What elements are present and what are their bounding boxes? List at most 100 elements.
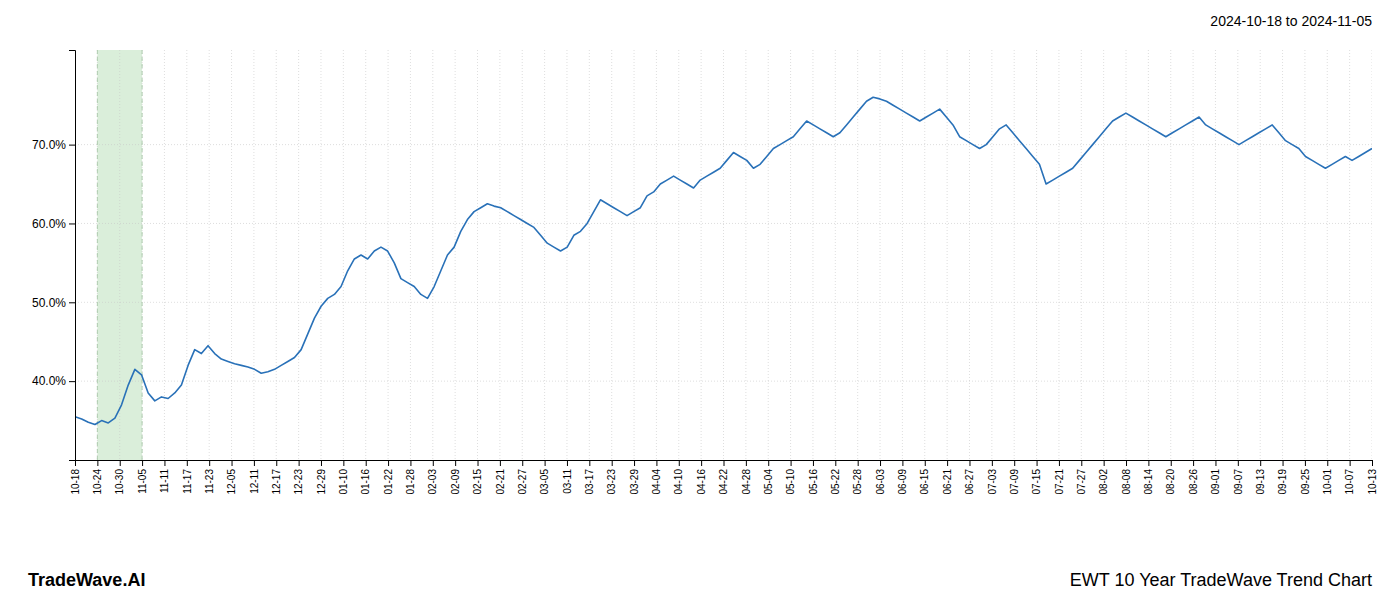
x-tick-mark — [992, 460, 993, 466]
x-tick: 08-02 — [1098, 460, 1109, 495]
x-grid-line — [544, 50, 545, 460]
x-tick: 08-20 — [1165, 460, 1176, 495]
x-tick-mark — [1327, 460, 1328, 466]
x-tick-label: 07-03 — [987, 469, 998, 495]
y-tick: 50.0% — [32, 296, 75, 310]
x-tick-mark — [410, 460, 411, 466]
x-grid-line — [1349, 50, 1350, 460]
x-tick-mark — [947, 460, 948, 466]
x-grid-line — [320, 50, 321, 460]
x-tick-mark — [1260, 460, 1261, 466]
x-tick-label: 11-17 — [182, 469, 193, 494]
x-grid-line — [253, 50, 254, 460]
x-tick: 05-10 — [785, 460, 796, 495]
x-tick: 02-03 — [427, 460, 438, 495]
x-tick-label: 06-09 — [897, 469, 908, 495]
x-tick: 01-28 — [405, 460, 416, 495]
x-grid-line — [835, 50, 836, 460]
y-tick-mark — [69, 223, 75, 224]
x-tick-mark — [164, 460, 165, 466]
x-grid-line — [186, 50, 187, 460]
x-tick: 11-17 — [182, 460, 193, 494]
x-grid-line — [1327, 50, 1328, 460]
x-tick-mark — [858, 460, 859, 466]
x-grid-line — [209, 50, 210, 460]
x-tick-mark — [478, 460, 479, 466]
x-tick-label: 10-01 — [1322, 469, 1333, 495]
x-tick-label: 04-22 — [718, 469, 729, 495]
x-tick: 06-27 — [964, 460, 975, 495]
x-tick-label: 03-17 — [584, 469, 595, 495]
x-tick-mark — [276, 460, 277, 466]
x-tick: 10-24 — [92, 460, 103, 495]
highlight-edge — [97, 50, 98, 460]
x-tick-label: 09-07 — [1233, 469, 1244, 495]
x-tick: 04-22 — [718, 460, 729, 495]
x-tick-label: 11-23 — [204, 469, 215, 494]
x-tick: 12-11 — [249, 460, 260, 494]
x-grid-line — [701, 50, 702, 460]
x-grid-line — [947, 50, 948, 460]
x-grid-line — [97, 50, 98, 460]
data-line — [75, 97, 1372, 424]
x-tick-mark — [902, 460, 903, 466]
x-tick-label: 10-18 — [70, 469, 81, 495]
y-tick: 60.0% — [32, 217, 75, 231]
x-tick-mark — [746, 460, 747, 466]
x-grid-line — [634, 50, 635, 460]
x-tick-label: 12-05 — [226, 469, 237, 495]
x-tick: 04-16 — [696, 460, 707, 495]
x-grid-line — [1103, 50, 1104, 460]
x-tick-label: 08-08 — [1121, 469, 1132, 495]
x-tick-label: 09-13 — [1255, 469, 1266, 495]
x-tick-label: 03-23 — [606, 469, 617, 495]
x-tick-mark — [656, 460, 657, 466]
x-tick-label: 06-21 — [942, 469, 953, 495]
x-tick: 11-11 — [159, 460, 170, 493]
footer-left: TradeWave.AI — [28, 570, 145, 590]
x-tick: 12-05 — [226, 460, 237, 495]
x-tick: 02-15 — [472, 460, 483, 495]
x-grid-line — [455, 50, 456, 460]
x-grid-line — [969, 50, 970, 460]
x-tick-label: 07-15 — [1031, 469, 1042, 495]
x-tick-label: 09-01 — [1210, 469, 1221, 495]
x-tick-label: 01-10 — [338, 469, 349, 495]
x-grid-line — [1193, 50, 1194, 460]
x-tick-label: 02-27 — [517, 469, 528, 495]
x-tick-mark — [299, 460, 300, 466]
y-tick: 40.0% — [32, 374, 75, 388]
x-grid-line — [1126, 50, 1127, 460]
x-tick-label: 10-07 — [1344, 469, 1355, 495]
x-tick: 06-15 — [919, 460, 930, 495]
x-tick-mark — [545, 460, 546, 466]
x-tick-mark — [522, 460, 523, 466]
x-grid-line — [1058, 50, 1059, 460]
x-tick-mark — [1148, 460, 1149, 466]
x-tick-label: 02-03 — [427, 469, 438, 495]
x-tick-label: 06-03 — [875, 469, 886, 495]
x-tick-mark — [232, 460, 233, 466]
y-tick-mark — [69, 145, 75, 146]
x-grid-line — [522, 50, 523, 460]
x-tick-label: 07-21 — [1054, 469, 1065, 495]
y-grid-line — [75, 302, 1372, 303]
x-tick-mark — [321, 460, 322, 466]
x-tick: 02-21 — [495, 460, 506, 495]
x-grid-line — [745, 50, 746, 460]
x-tick-mark — [433, 460, 434, 466]
x-tick: 03-05 — [539, 460, 550, 495]
x-tick-mark — [1104, 460, 1105, 466]
x-tick-mark — [1215, 460, 1216, 466]
y-tick-mark — [69, 381, 75, 382]
x-tick-label: 08-14 — [1143, 469, 1154, 495]
x-tick-label: 04-10 — [673, 469, 684, 495]
x-grid-line — [924, 50, 925, 460]
x-tick: 10-01 — [1322, 460, 1333, 495]
x-grid-line — [119, 50, 120, 460]
x-tick-label: 11-11 — [159, 469, 170, 494]
x-grid-line — [499, 50, 500, 460]
x-grid-line — [768, 50, 769, 460]
x-tick: 08-08 — [1121, 460, 1132, 495]
x-tick-label: 04-28 — [741, 469, 752, 495]
